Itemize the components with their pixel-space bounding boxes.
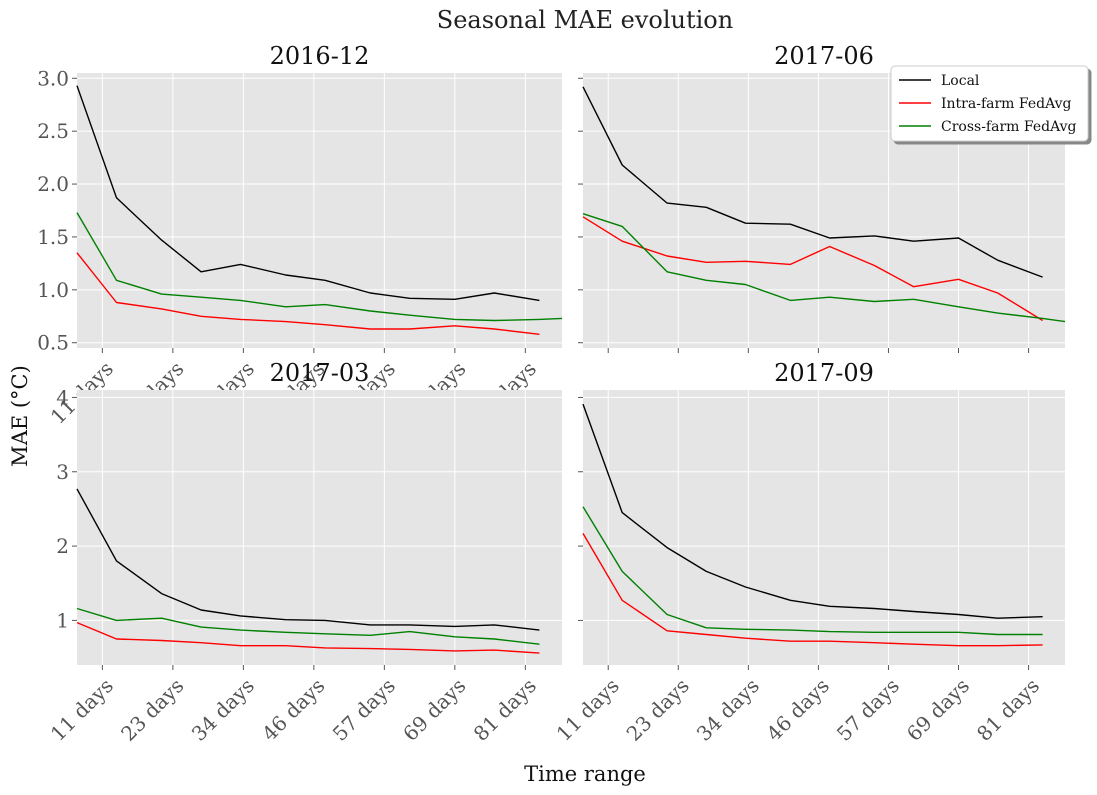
y-tick-label: 4 [56,385,69,409]
y-tick-label: 3.0 [37,66,69,90]
legend-label: Local [941,73,980,89]
y-tick-label: 2 [56,534,69,558]
x-tick-label: 34 days [187,674,259,746]
series-line-local [76,85,540,302]
series-line-local [582,86,1043,278]
x-axis-label: Time range [524,762,646,786]
series-line-intra-farm-fedavg [76,252,540,335]
legend: Local Intra-farm FedAvg Cross-farm FedAvg [890,65,1089,142]
plot-area [583,390,1065,665]
x-tick-label: 34 days [692,674,764,746]
x-tick-label: 46 days [257,674,329,746]
legend-label: Intra-farm FedAvg [941,96,1072,112]
y-axis-label: MAE (°C) [8,365,32,467]
y-tick-label: 3 [56,460,69,484]
series-line-cross-farm-fedavg [582,213,1066,323]
series-line-intra-farm-fedavg [76,621,540,654]
y-tick-label: 1.0 [37,278,69,302]
panel-title: 2016-12 [270,42,370,70]
series-line-cross-farm-fedavg [582,506,1043,636]
x-tick-label: 46 days [762,674,834,746]
x-tick-label: 81 days [972,674,1044,746]
y-tick-label: 1.5 [37,225,69,249]
series-line-intra-farm-fedavg [582,533,1043,647]
legend-box [890,65,1089,142]
x-tick-label: 57 days [832,674,904,746]
y-tick-label: 2.5 [37,119,69,143]
panel-title: 2017-09 [774,359,874,387]
x-tick-label: 57 days [328,674,400,746]
x-tick-label: 69 days [398,674,470,746]
x-tick-label: 11 days [552,674,624,746]
y-tick-label: 0.5 [37,331,69,355]
series-line-cross-farm-fedavg [76,607,540,645]
panel-title: 2017-06 [774,42,874,70]
figure-title: Seasonal MAE evolution [437,6,733,34]
series-line-cross-farm-fedavg [76,212,563,322]
y-tick-label: 2.0 [37,172,69,196]
series-line-local [76,488,540,631]
plot-area [77,390,562,665]
series-line-intra-farm-fedavg [582,216,1043,322]
series-line-local [582,403,1043,619]
legend-label: Cross-farm FedAvg [941,119,1077,135]
x-tick-label: 11 days [46,674,118,746]
x-tick-label: 23 days [622,674,694,746]
plot-area [77,73,562,348]
panel-title: 2017-03 [270,359,370,387]
x-tick-label: 69 days [902,674,974,746]
x-tick-label: 81 days [469,674,541,746]
y-tick-label: 1 [56,608,69,632]
x-tick-label: 23 days [116,674,188,746]
